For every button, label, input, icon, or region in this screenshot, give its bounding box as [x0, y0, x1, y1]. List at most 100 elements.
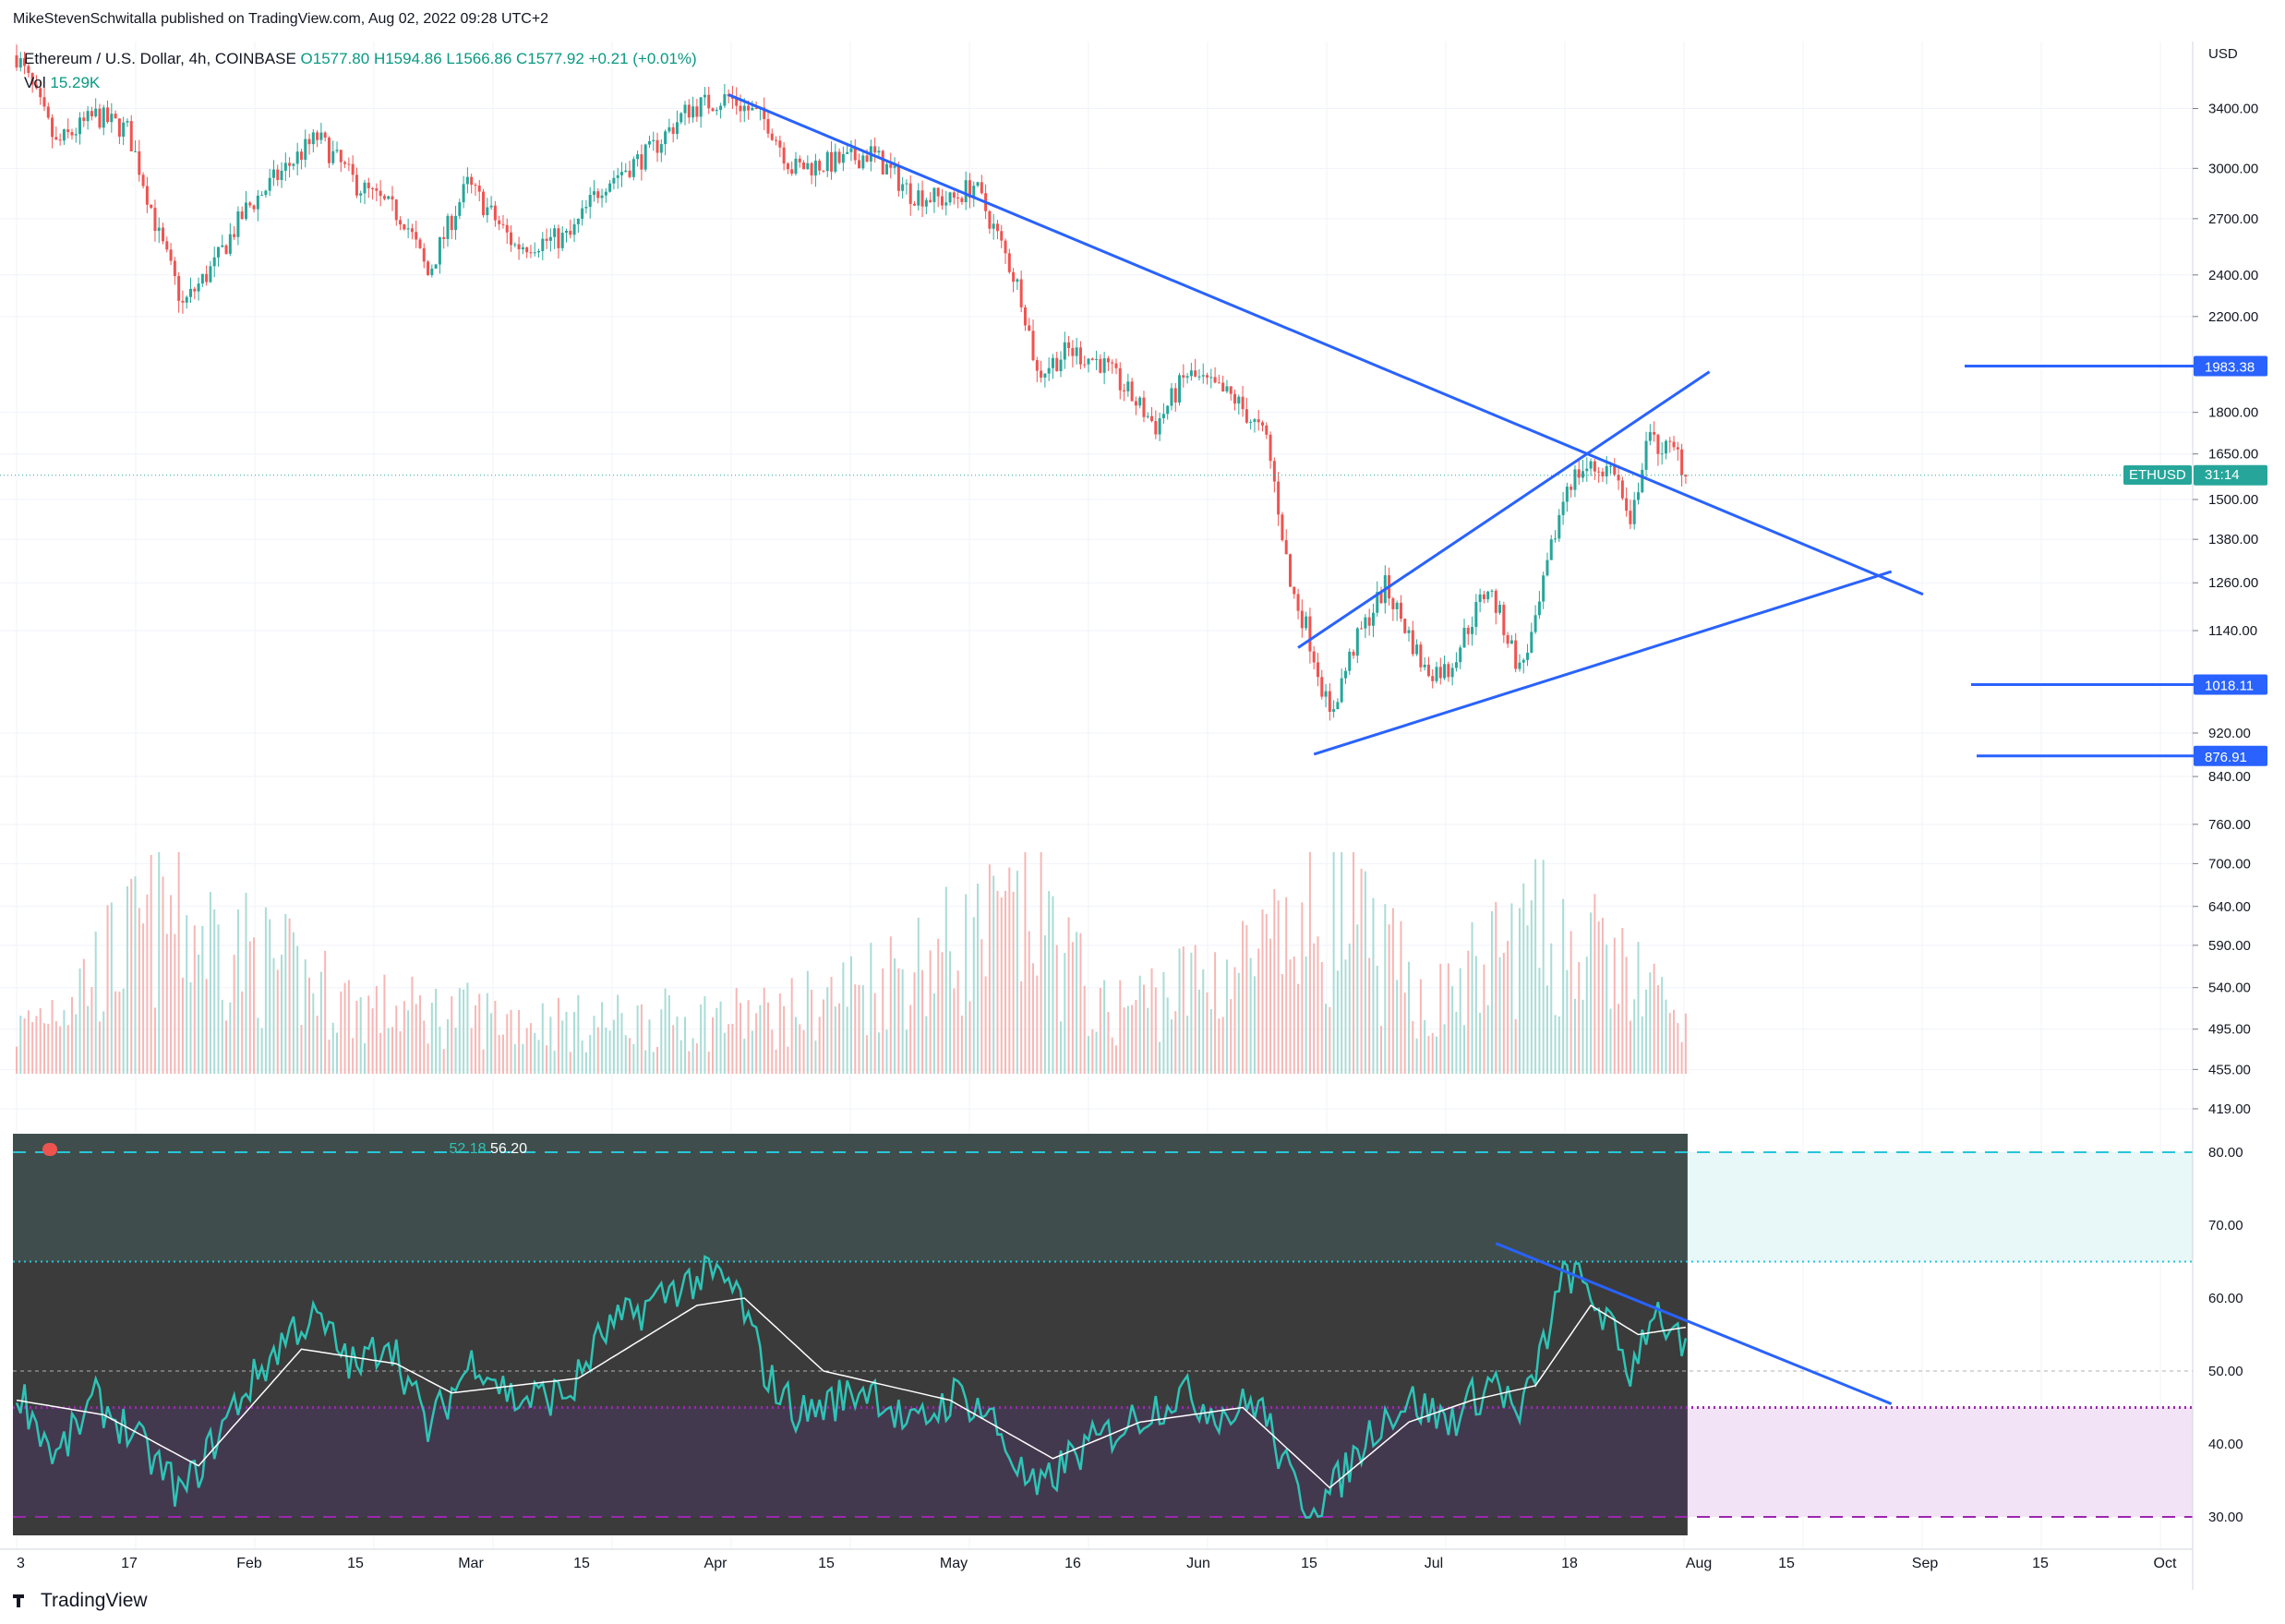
- candle-body: [264, 190, 268, 196]
- volume-bar: [692, 1038, 694, 1074]
- volume-bar: [953, 988, 956, 1074]
- time-axis-label: Jul: [1425, 1556, 1443, 1571]
- volume-bar: [501, 1034, 504, 1074]
- ohlc-open: O1577.80: [300, 50, 370, 67]
- candle-body: [280, 170, 283, 180]
- candle-body: [810, 162, 813, 176]
- volume-bar: [932, 992, 935, 1074]
- candle-body: [825, 151, 829, 172]
- volume-bar: [1174, 1011, 1177, 1074]
- candle-body: [889, 163, 893, 168]
- candle-body: [1537, 601, 1541, 616]
- volume-bar: [1554, 1015, 1557, 1074]
- volume-bar: [1055, 944, 1058, 1074]
- volume-bar: [245, 892, 247, 1074]
- candle-body: [1154, 421, 1158, 435]
- symbol-legend[interactable]: Ethereum / U.S. Dollar, 4h, COINBASE O15…: [24, 50, 697, 68]
- volume-legend[interactable]: Vol 15.29K: [24, 74, 100, 92]
- volume-bar: [941, 952, 944, 1074]
- volume-bar: [731, 1023, 734, 1074]
- candle-body: [908, 183, 912, 204]
- volume-bar: [1618, 1004, 1620, 1074]
- volume-bar: [1498, 956, 1501, 1074]
- candle-body: [1438, 667, 1442, 679]
- volume-bar: [771, 1029, 774, 1074]
- volume-bar: [1194, 944, 1197, 1074]
- price-axis-label: 1260.00: [2208, 575, 2258, 591]
- candle-body: [319, 132, 323, 140]
- volume-bar: [937, 938, 940, 1074]
- volume-bar: [1633, 999, 1636, 1074]
- trendline: [728, 93, 1924, 596]
- candle-body: [1170, 388, 1173, 406]
- volume-bar: [458, 988, 461, 1074]
- volume-bar: [1684, 1013, 1687, 1074]
- candle-body: [564, 230, 568, 234]
- time-axis-label: 15: [1778, 1556, 1795, 1571]
- candle-body: [382, 196, 386, 199]
- volume-bar: [39, 1008, 42, 1074]
- candle-body: [548, 236, 552, 241]
- volume-bar: [632, 1043, 635, 1074]
- candle-body: [643, 144, 647, 170]
- candle-body: [742, 105, 746, 112]
- volume-bar: [1388, 924, 1390, 1074]
- price-axis-label: 495.00: [2208, 1022, 2251, 1038]
- candle-body: [1300, 610, 1304, 629]
- candle-body: [307, 138, 311, 145]
- volume-bar: [1613, 937, 1616, 1074]
- candle-body: [790, 169, 794, 174]
- candle-body: [1308, 616, 1312, 652]
- candle-body: [822, 170, 825, 172]
- candle-body: [102, 107, 105, 128]
- candle-body: [1000, 231, 1004, 241]
- candle-body: [1016, 279, 1019, 283]
- time-axis-labels: 3 17 Feb 15 Mar 15 Apr 15 May 16 Jun 15 Jul 18 Aug 15 Se…: [17, 1556, 2177, 1571]
- candle-body: [1213, 377, 1217, 383]
- volume-bar: [272, 957, 275, 1074]
- candle-body: [1090, 358, 1094, 361]
- volume-bar: [1091, 1029, 1094, 1074]
- candle-body: [150, 204, 153, 209]
- tradingview-logo[interactable]: TradingView: [13, 1590, 148, 1612]
- volume-bar: [1317, 936, 1319, 1074]
- candle-body: [442, 236, 446, 239]
- price-axis-label: 640.00: [2208, 899, 2251, 915]
- volume-bar: [75, 1014, 78, 1074]
- volume-bar: [1071, 942, 1074, 1074]
- volume-bar: [1462, 1025, 1465, 1074]
- candle-body: [271, 169, 275, 178]
- candle-body: [1019, 279, 1023, 307]
- level-price-badge: [2194, 745, 2267, 766]
- volume-bar: [1593, 894, 1596, 1074]
- candle-body: [537, 250, 541, 253]
- volume-bar: [830, 977, 833, 1074]
- rsi-axis-label: 60.00: [2208, 1291, 2243, 1306]
- candle-body: [1245, 409, 1248, 423]
- candle-body: [1629, 511, 1632, 524]
- candle-body: [169, 249, 173, 261]
- volume-bar: [894, 958, 896, 1074]
- candle-body: [1676, 447, 1679, 450]
- volume-bar: [684, 1017, 687, 1074]
- volume-bar: [1261, 909, 1264, 1074]
- candle-body: [1095, 358, 1099, 361]
- candle-body: [316, 132, 319, 140]
- volume-bar: [1424, 1019, 1426, 1074]
- volume-bar: [854, 984, 857, 1074]
- volume-bar: [1680, 1041, 1683, 1074]
- candle-body: [1225, 386, 1229, 392]
- volume-bar: [1332, 852, 1335, 1074]
- rsi-legend[interactable]: 52.18 56.20: [42, 1141, 527, 1158]
- rsi-settings-icon[interactable]: [42, 1142, 57, 1156]
- rsi-axis-label: 30.00: [2208, 1510, 2243, 1525]
- candle-body: [82, 117, 86, 122]
- drawn-trendlines[interactable]: [0, 93, 2193, 1405]
- volume-bar: [296, 945, 299, 1074]
- candle-body: [363, 182, 367, 194]
- volume-bar: [909, 1004, 912, 1074]
- candle-body: [244, 202, 247, 220]
- candle-body: [572, 223, 576, 235]
- volume-bar: [418, 994, 421, 1074]
